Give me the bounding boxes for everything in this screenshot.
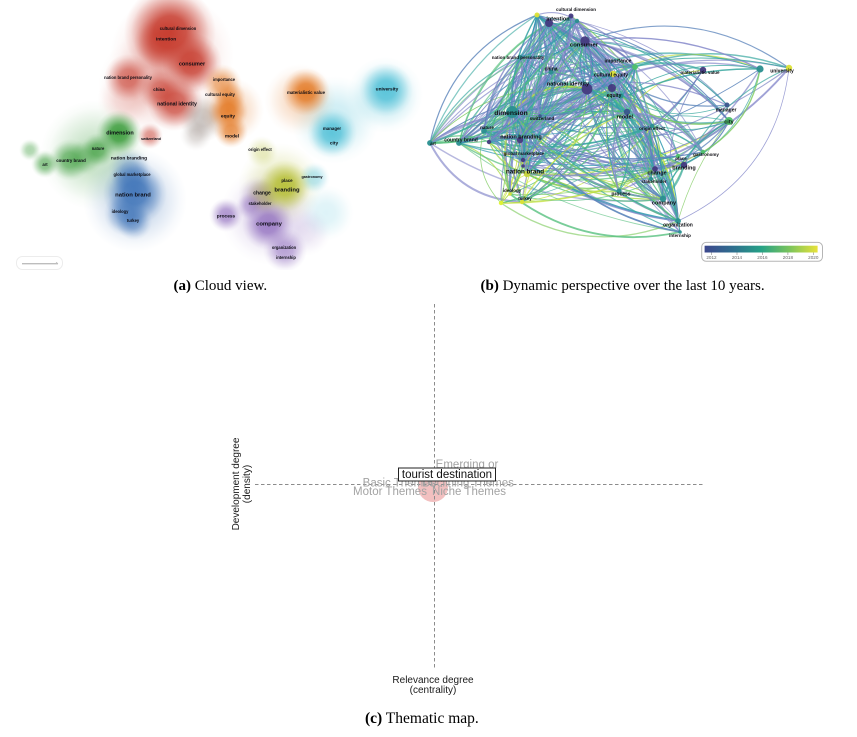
svg-text:stakeholder: stakeholder bbox=[641, 179, 667, 184]
svg-text:dimension: dimension bbox=[494, 110, 527, 117]
svg-text:nature: nature bbox=[92, 146, 105, 151]
svg-text:change: change bbox=[647, 170, 666, 176]
svg-text:nation branding: nation branding bbox=[500, 134, 542, 140]
svg-text:organization: organization bbox=[272, 245, 297, 250]
svg-text:2020: 2020 bbox=[808, 255, 819, 260]
svg-text:internship: internship bbox=[669, 233, 691, 238]
svg-text:place: place bbox=[675, 156, 687, 161]
svg-text:city: city bbox=[330, 140, 339, 146]
svg-text:china: china bbox=[153, 87, 165, 92]
svg-text:turkey: turkey bbox=[127, 218, 140, 223]
svg-text:2014: 2014 bbox=[732, 255, 743, 260]
svg-text:change: change bbox=[253, 190, 271, 196]
svg-text:gastronomy: gastronomy bbox=[693, 152, 719, 157]
svg-text:branding: branding bbox=[672, 165, 696, 171]
svg-text:process: process bbox=[217, 213, 236, 219]
svg-text:country brand: country brand bbox=[56, 158, 86, 163]
svg-text:branding: branding bbox=[274, 188, 300, 194]
svg-text:gastronomy: gastronomy bbox=[301, 175, 323, 179]
svg-text:cultural dimension: cultural dimension bbox=[556, 7, 596, 12]
svg-text:art: art bbox=[430, 141, 436, 146]
svg-text:turkey: turkey bbox=[518, 196, 532, 201]
svg-text:2018: 2018 bbox=[783, 255, 794, 260]
svg-text:cultural equity: cultural equity bbox=[205, 92, 236, 97]
svg-text:manager: manager bbox=[323, 126, 342, 131]
svg-text:tourist destination: tourist destination bbox=[402, 469, 492, 481]
svg-text:university: university bbox=[770, 68, 794, 74]
svg-text:intention: intention bbox=[156, 36, 176, 42]
svg-text:(density): (density) bbox=[242, 465, 253, 503]
svg-text:place: place bbox=[281, 178, 293, 183]
svg-text:importance: importance bbox=[213, 77, 236, 82]
svg-text:dimension: dimension bbox=[106, 130, 134, 136]
svg-text:ideology: ideology bbox=[503, 188, 522, 193]
svg-text:(centrality): (centrality) bbox=[410, 685, 457, 696]
svg-text:Motor Themes: Motor Themes bbox=[353, 486, 427, 498]
svg-text:origin effect: origin effect bbox=[639, 126, 665, 131]
svg-text:organization: organization bbox=[663, 222, 693, 228]
svg-text:company: company bbox=[256, 222, 283, 228]
svg-text:nation brand personality: nation brand personality bbox=[104, 75, 152, 80]
svg-text:manager: manager bbox=[716, 107, 737, 113]
svg-text:university: university bbox=[376, 86, 399, 92]
svg-text:equity: equity bbox=[221, 113, 235, 119]
svg-text:Relevance degree: Relevance degree bbox=[392, 675, 474, 686]
svg-text:Development degree: Development degree bbox=[231, 437, 242, 530]
svg-text:china: china bbox=[544, 66, 557, 72]
svg-text:art: art bbox=[42, 162, 48, 167]
svg-text:global marketplace: global marketplace bbox=[504, 151, 545, 156]
svg-text:model: model bbox=[225, 133, 239, 139]
svg-text:nature: nature bbox=[480, 125, 494, 130]
svg-text:importance: importance bbox=[605, 58, 632, 64]
svg-text:equity: equity bbox=[607, 93, 622, 99]
svg-text:national identity: national identity bbox=[547, 81, 590, 87]
svg-text:nation branding: nation branding bbox=[111, 155, 147, 161]
svg-text:cultural dimension: cultural dimension bbox=[160, 26, 197, 31]
svg-text:company: company bbox=[652, 200, 677, 206]
svg-text:nation brand personality: nation brand personality bbox=[492, 55, 545, 60]
svg-text:2012: 2012 bbox=[706, 255, 717, 260]
svg-text:nation brand: nation brand bbox=[115, 193, 151, 199]
svg-text:ideology: ideology bbox=[112, 209, 130, 214]
svg-text:2016: 2016 bbox=[757, 255, 768, 260]
svg-text:intention: intention bbox=[546, 16, 570, 22]
svg-text:global marketplace: global marketplace bbox=[113, 172, 151, 177]
svg-text:stakeholder: stakeholder bbox=[249, 201, 272, 206]
svg-text:cultural equity: cultural equity bbox=[594, 72, 628, 78]
svg-text:materialistic value: materialistic value bbox=[680, 70, 720, 75]
svg-text:nation brand: nation brand bbox=[506, 169, 544, 176]
svg-text:materialistic value: materialistic value bbox=[287, 90, 326, 95]
svg-text:national identity: national identity bbox=[157, 101, 197, 107]
svg-text:switzerland: switzerland bbox=[141, 137, 162, 141]
svg-text:Niche Themes: Niche Themes bbox=[432, 486, 506, 498]
svg-text:consumer: consumer bbox=[570, 43, 599, 49]
svg-text:model: model bbox=[617, 114, 634, 120]
svg-text:internship: internship bbox=[276, 255, 296, 260]
svg-text:city: city bbox=[724, 119, 734, 125]
svg-text:process: process bbox=[611, 191, 630, 197]
svg-text:origin effect: origin effect bbox=[248, 147, 272, 152]
svg-text:country brand: country brand bbox=[444, 137, 478, 143]
svg-text:switzerland: switzerland bbox=[530, 116, 555, 121]
svg-text:consumer: consumer bbox=[179, 61, 206, 67]
